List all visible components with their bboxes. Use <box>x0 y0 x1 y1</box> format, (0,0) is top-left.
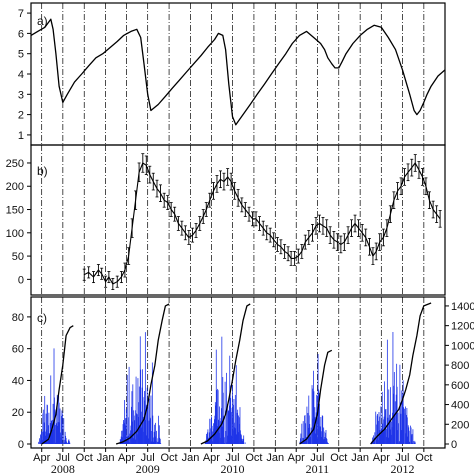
panel-c: c) <box>30 296 446 449</box>
panel-a-ytick-label: 7 <box>18 8 24 20</box>
panel-c-ytick-left-label: 60 <box>12 344 24 356</box>
panel-b-ytick-label: 250 <box>6 158 24 170</box>
panel-a-series-line <box>30 18 446 126</box>
panel-c-ytick-left-label: 20 <box>12 407 24 419</box>
panel-a-ytick-label: 4 <box>18 69 24 81</box>
x-month-label: Jan <box>351 452 369 464</box>
panel-a-frame <box>30 2 446 146</box>
x-month-label: Oct <box>415 452 432 464</box>
x-year-label: 2009 <box>136 462 160 474</box>
x-month-label: Jul <box>141 452 155 464</box>
panel-c-cumulative-line <box>370 302 432 445</box>
panel-c-ytick-right-label: 600 <box>451 380 469 392</box>
panel-a-ytick-label: 5 <box>18 49 24 61</box>
panel-b-ytick-label: 0 <box>18 274 24 286</box>
panel-b-frame <box>30 144 446 296</box>
x-month-label: Jan <box>97 452 115 464</box>
x-month-label: Jul <box>395 452 409 464</box>
panel-c-ytick-left-label: 40 <box>12 375 24 387</box>
x-month-label: Apr <box>288 452 305 464</box>
x-year-label: 2011 <box>306 462 330 474</box>
panel-a-ytick-label: 6 <box>18 28 24 40</box>
panel-c-ytick-right-label: 400 <box>451 400 469 412</box>
panel-c-ytick-right-label: 1000 <box>451 340 474 352</box>
panel-a-ytick-label: 1 <box>18 130 24 142</box>
panel-a-ytick-label: 3 <box>18 89 24 101</box>
panel-c-cumulative-line <box>115 303 170 445</box>
panel-b-series-line <box>83 162 441 285</box>
x-month-label: Oct <box>76 452 93 464</box>
x-year-label: 2012 <box>390 462 414 474</box>
panel-c-ytick-left-label: 80 <box>12 312 24 324</box>
axis-layer: 1234567050100150200250020406080020040060… <box>6 8 474 474</box>
x-month-label: Oct <box>245 452 262 464</box>
x-month-label: Oct <box>161 452 178 464</box>
x-year-label: 2010 <box>221 462 245 474</box>
panel-c-ytick-right-label: 1400 <box>451 301 474 313</box>
x-month-label: Jul <box>226 452 240 464</box>
x-month-label: Apr <box>118 452 135 464</box>
panel-c-frame <box>30 296 446 449</box>
panel-b-ytick-label: 150 <box>6 205 24 217</box>
panel-c-ytick-right-label: 200 <box>451 419 469 431</box>
x-month-label: Jan <box>266 452 284 464</box>
panel-c-cumulative-line <box>200 303 251 445</box>
panel-a-letter: a) <box>37 14 48 28</box>
plot-layer <box>30 18 446 445</box>
panel-b-ytick-label: 100 <box>6 228 24 240</box>
panel-a-ytick-label: 2 <box>18 110 24 122</box>
x-month-label: Jul <box>310 452 324 464</box>
panel-b-ytick-label: 200 <box>6 181 24 193</box>
x-month-label: Oct <box>330 452 347 464</box>
panel-c-ytick-left-label: 0 <box>18 439 24 451</box>
panel-a: a) <box>30 2 446 146</box>
panel-c-letter: c) <box>37 311 47 325</box>
panel-c-cumulative-line <box>299 349 333 445</box>
panel-c-ytick-right-label: 0 <box>451 439 457 451</box>
panel-c-cumulative-line <box>41 325 74 445</box>
panel-b: b) <box>30 144 446 296</box>
panel-c-ytick-right-label: 1200 <box>451 321 474 333</box>
dash-dot-guides <box>41 3 425 448</box>
panel-c-ytick-right-label: 800 <box>451 360 469 372</box>
x-month-label: Jan <box>182 452 200 464</box>
x-year-label: 2008 <box>51 462 75 474</box>
x-month-label: Jul <box>56 452 70 464</box>
panel-b-ytick-label: 50 <box>12 251 24 263</box>
x-month-label: Apr <box>203 452 220 464</box>
x-month-label: Apr <box>33 452 50 464</box>
panel-b-letter: b) <box>37 164 48 178</box>
x-month-label: Apr <box>373 452 390 464</box>
